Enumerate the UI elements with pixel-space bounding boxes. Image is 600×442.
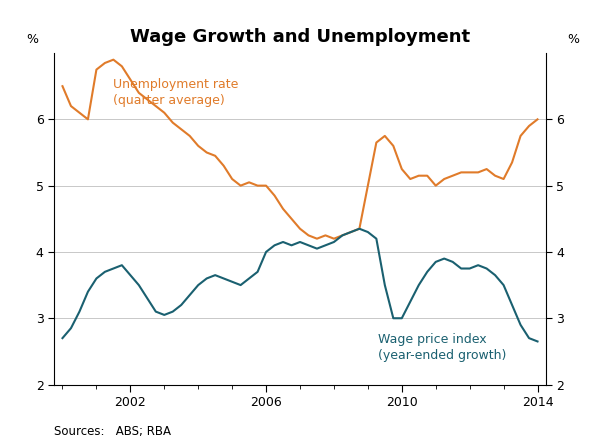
Text: Unemployment rate
(quarter average): Unemployment rate (quarter average): [113, 78, 239, 107]
Text: Sources:   ABS; RBA: Sources: ABS; RBA: [54, 425, 171, 438]
Title: Wage Growth and Unemployment: Wage Growth and Unemployment: [130, 28, 470, 46]
Text: %: %: [26, 34, 38, 46]
Text: %: %: [567, 34, 579, 46]
Text: Wage price index
(year-ended growth): Wage price index (year-ended growth): [378, 333, 506, 362]
